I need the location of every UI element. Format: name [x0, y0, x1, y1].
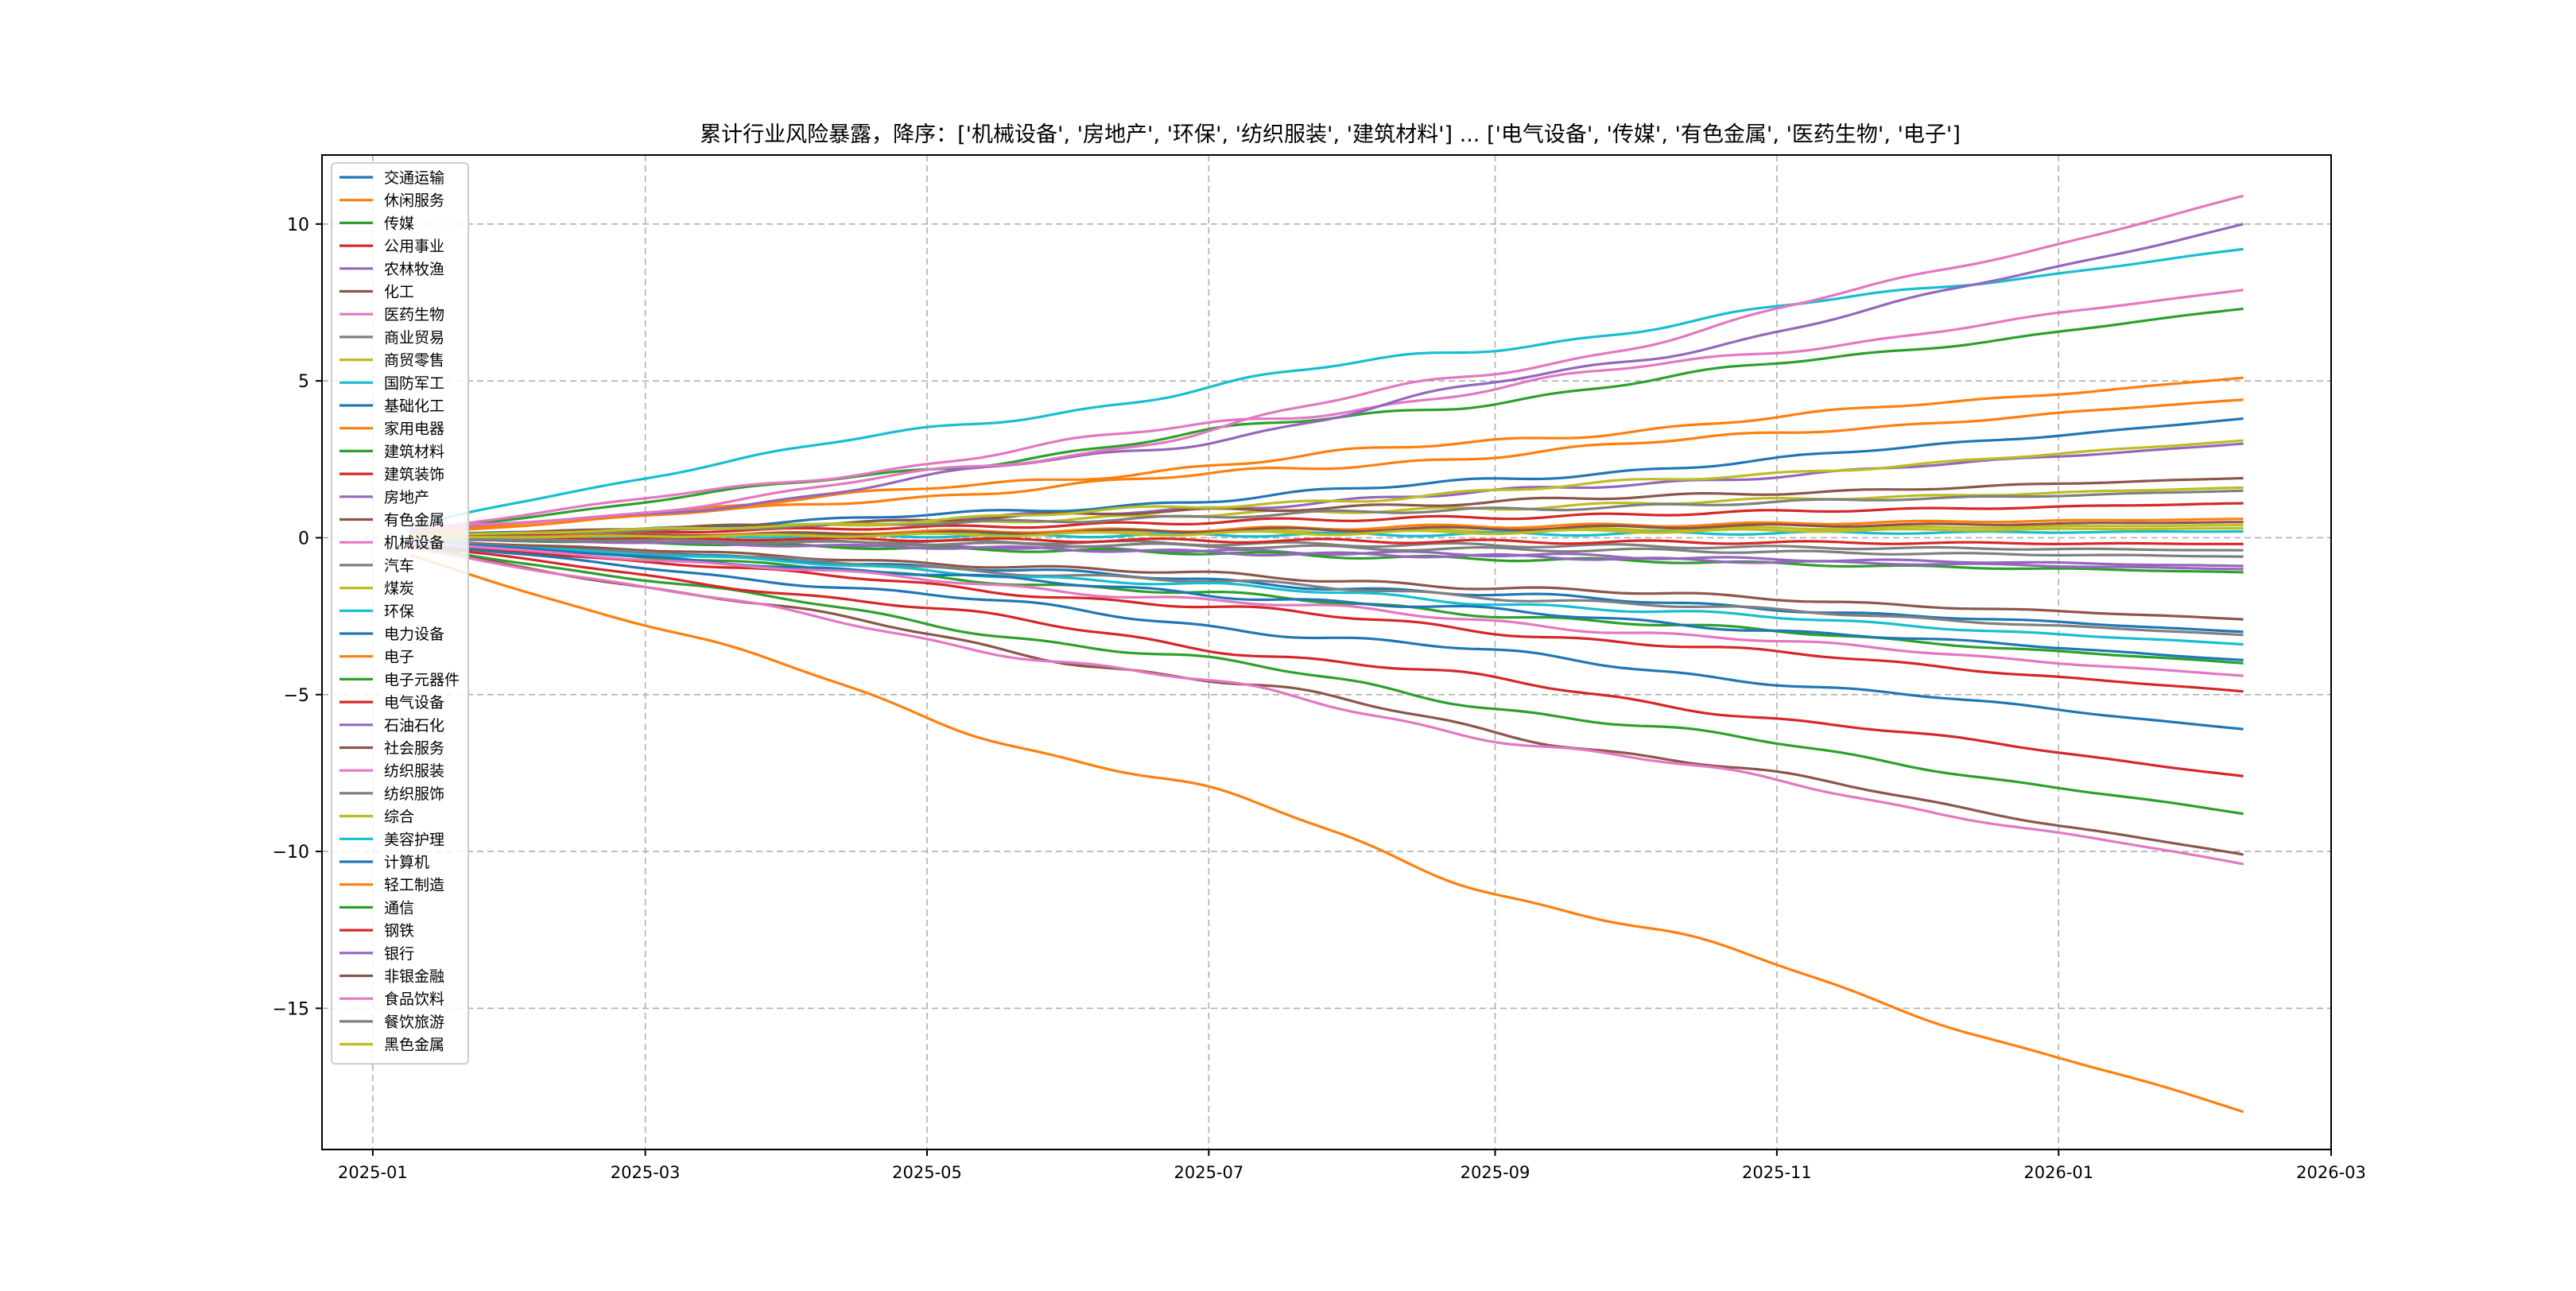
legend-label: 轻工制造 [384, 877, 444, 894]
series-line-16 [409, 194, 2244, 529]
series-lines [409, 194, 2244, 1114]
series-line-36 [409, 541, 2244, 677]
legend-label: 纺织服装 [384, 762, 444, 780]
axis-ticks: 2025-01 2025-03 2025-05 2025-07 2025-09 2025-… [273, 215, 2366, 1182]
series-line-9 [409, 247, 2244, 531]
legend-label: 综合 [384, 808, 414, 826]
legend-label: 电力设备 [384, 626, 444, 643]
x-tick-label: 2025-03 [611, 1163, 681, 1182]
series-line-13 [409, 543, 2244, 777]
series-line-3 [409, 541, 2244, 693]
series-line-33 [409, 537, 2244, 545]
legend-label: 食品饮料 [384, 991, 444, 1008]
y-tick-label: 5 [298, 372, 309, 392]
legend-label: 黑色金属 [384, 1037, 444, 1054]
legend-label: 电子 [384, 649, 414, 666]
legend-label: 机械设备 [384, 534, 444, 552]
legend-label: 国防军工 [384, 374, 444, 392]
chart-title: 累计行业风险暴露，降序：['机械设备', '房地产', '环保', '纺织服装'… [700, 122, 1961, 147]
legend-label: 银行 [384, 945, 414, 963]
legend-label: 商贸零售 [384, 352, 444, 370]
series-line-23 [409, 502, 2244, 538]
y-tick-label: 10 [287, 215, 309, 235]
legend-label: 传媒 [384, 215, 414, 232]
legend-label: 建筑装饰 [384, 466, 444, 483]
y-tick-label: −15 [273, 999, 309, 1019]
y-tick-label: −5 [284, 686, 309, 706]
series-line-32 [409, 537, 2244, 574]
legend-label: 有色金属 [384, 512, 444, 529]
legend-label: 美容护理 [384, 831, 444, 848]
series-line-6 [409, 289, 2244, 532]
legend-label: 餐饮旅游 [384, 1014, 444, 1031]
series-line-22 [409, 540, 2244, 665]
x-tick-label: 2025-11 [1742, 1163, 1812, 1182]
legend-label: 交通运输 [384, 169, 444, 187]
series-line-28 [409, 439, 2244, 537]
y-tick-label: −10 [273, 843, 309, 863]
legend-label: 电气设备 [384, 694, 444, 711]
legend-label: 计算机 [384, 854, 429, 871]
series-line-20 [409, 417, 2244, 536]
x-tick-label: 2026-01 [2023, 1163, 2093, 1182]
legend-label: 煤炭 [384, 580, 414, 598]
legend-label: 医药生物 [384, 306, 444, 324]
legend-label: 电子元器件 [384, 671, 460, 688]
series-line-19 [409, 539, 2244, 646]
series-line-34 [409, 537, 2244, 571]
series-line-25 [409, 476, 2244, 537]
legend-label: 环保 [384, 603, 414, 620]
legend-label: 基础化工 [384, 397, 444, 415]
series-line-26 [409, 546, 2244, 866]
x-tick-label: 2026-03 [2296, 1163, 2366, 1182]
legend-label: 非银金融 [384, 968, 444, 986]
series-line-5 [409, 538, 2244, 621]
legend-label: 房地产 [384, 489, 429, 506]
series-line-10 [409, 542, 2244, 731]
legend-label: 家用电器 [384, 421, 444, 438]
x-tick-label: 2025-09 [1461, 1163, 1530, 1182]
legend-label: 钢铁 [384, 922, 414, 940]
x-tick-label: 2025-05 [892, 1163, 962, 1182]
plot-area-frame [321, 154, 2332, 1150]
legend-label: 休闲服务 [384, 192, 444, 210]
series-line-12 [409, 545, 2244, 816]
series-line-38 [409, 527, 2244, 539]
series-line-14 [409, 223, 2244, 530]
legend-label: 化工 [384, 284, 414, 301]
series-line-1 [409, 398, 2244, 535]
legend-label: 社会服务 [384, 740, 444, 758]
x-tick-label: 2025-01 [338, 1163, 408, 1182]
legend-label: 通信 [384, 899, 414, 917]
legend: 交通运输休闲服务传媒公用事业农林牧渔化工医药生物商业贸易商贸零售国防军工基础化工… [331, 162, 469, 1065]
legend-label: 建筑材料 [384, 443, 444, 460]
legend-label: 商业贸易 [384, 329, 444, 347]
series-line-21 [409, 553, 2244, 1114]
legend-label: 汽车 [384, 557, 414, 575]
series-line-37 [409, 537, 2244, 558]
x-tick-label: 2025-07 [1174, 1163, 1243, 1182]
legend-label: 公用事业 [384, 238, 444, 255]
legend-label: 农林牧渔 [384, 261, 444, 278]
legend-label: 纺织服饰 [384, 785, 444, 803]
y-tick-label: 0 [298, 529, 309, 549]
series-line-11 [409, 376, 2244, 534]
legend-label: 石油石化 [384, 717, 444, 735]
